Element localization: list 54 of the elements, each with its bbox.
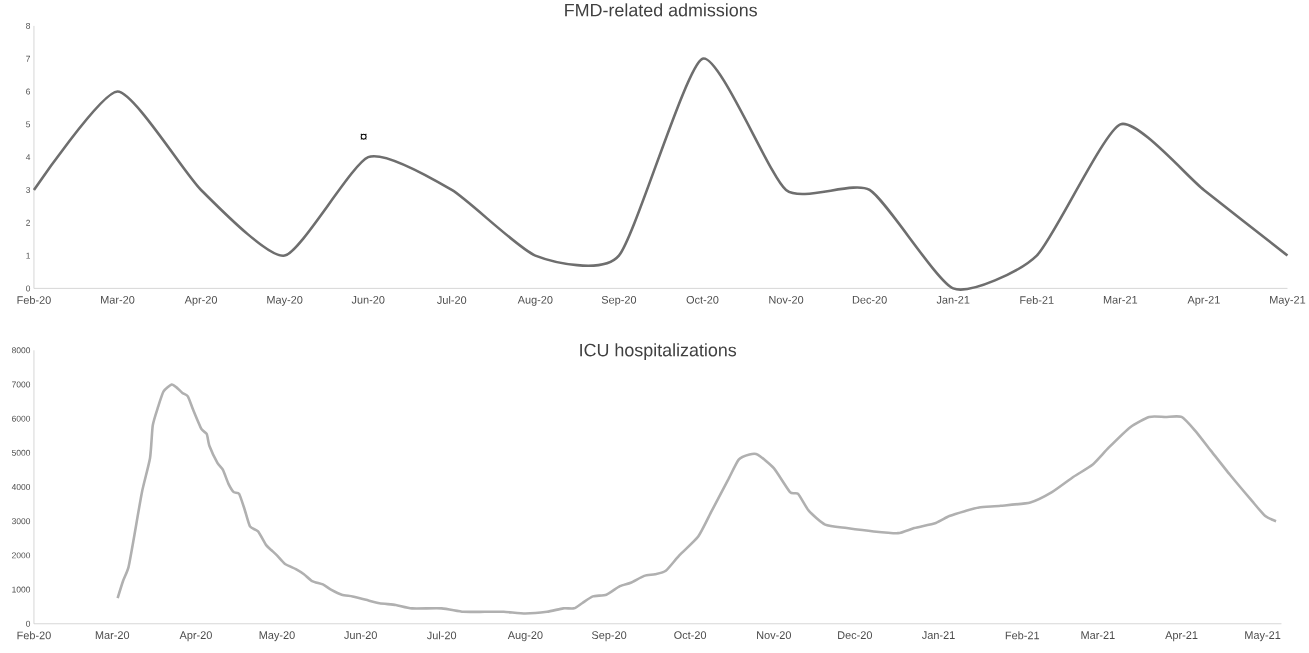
x-tick-label: Mar-21 [1081,631,1115,640]
x-tick-label: Oct-20 [686,296,719,304]
x-tick-label: May-21 [1245,631,1281,642]
x-tick-label: Nov-20 [769,296,804,304]
x-tick-label: May-21 [1270,296,1306,306]
x-tick-label: Jun-20 [351,296,385,304]
line-series [116,383,1278,615]
x-tick-label: Oct-20 [674,631,707,640]
x-tick-label: Jan-21 [936,296,970,304]
x-tick-label: Mar-20 [95,631,130,640]
x-tick-label: Mar-20 [101,296,135,304]
y-tick-label: 6 [26,88,31,95]
x-tick-label: Apr-20 [184,296,218,306]
y-tick-label: 0 [26,285,31,292]
x-tick-label: Jul-20 [426,631,457,640]
x-tick-label: Feb-21 [1005,631,1040,640]
y-tick-label: 0 [26,620,31,627]
y-tick-label: 1 [26,252,31,259]
y-tick-label: 4 [25,154,31,161]
x-tick-label: Nov-20 [757,631,791,640]
y-tick-label: 2 [26,220,30,226]
x-tick-label: Aug-20 [507,631,543,642]
y-tick-label: 4000 [11,484,31,491]
annotation: ¤ [360,133,367,140]
x-tick-label: Feb-20 [17,296,51,305]
x-tick-label: Jun-20 [344,631,377,640]
x-tick-label: Apr-20 [179,631,212,642]
y-tick-label: 8000 [11,347,31,354]
x-tick-label: May-20 [259,631,295,642]
y-tick-label: 5 [26,121,31,128]
y-tick-label: 6000 [12,415,31,422]
x-tick-label: Apr-21 [1187,296,1220,306]
y-tick-label: 2000 [12,552,31,559]
x-tick-label: Aug-20 [517,296,553,306]
x-tick-label: May-20 [267,296,303,306]
y-tick-label: 8 [26,23,31,30]
x-tick-label: Dec-20 [852,296,887,304]
x-tick-label: Feb-20 [17,631,51,640]
y-tick-label: 7 [26,55,30,62]
y-tick-label: 3000 [11,518,31,525]
chart-title: ICU hospitalizations [580,343,737,361]
x-tick-label: Sep-20 [601,296,637,306]
x-tick-label: Sep-20 [591,631,627,642]
x-tick-label: Dec-20 [838,631,873,640]
x-tick-label: Jan-21 [921,631,955,640]
y-tick-label: 3 [26,187,31,194]
x-tick-label: Mar-21 [1103,296,1138,304]
y-tick-label: 1000 [12,586,31,593]
chart-title: FMD-related admissions [565,3,757,17]
x-tick-label: Feb-21 [1020,296,1054,305]
x-tick-label: Jul-20 [437,296,467,305]
x-tick-label: Apr-21 [1165,631,1198,642]
y-tick-label: 5000 [11,450,31,456]
y-tick-label: 7000 [12,381,31,388]
